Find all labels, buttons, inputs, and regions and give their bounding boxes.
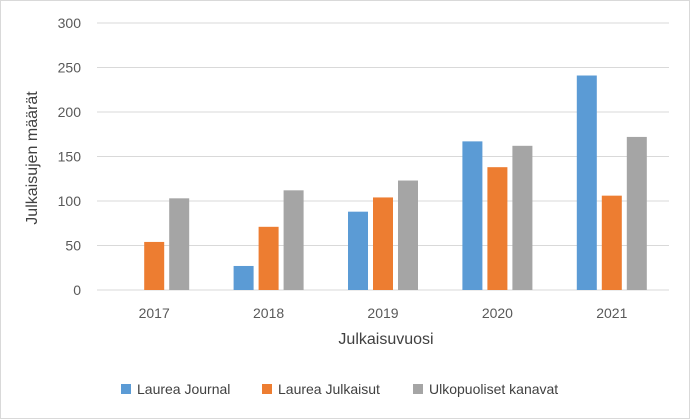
y-axis-title: Julkaisujen määrät <box>24 91 41 225</box>
x-tick-label: 2017 <box>139 305 170 321</box>
y-tick-label: 300 <box>58 15 82 31</box>
y-tick-label: 150 <box>58 149 82 165</box>
bar-ulkopuoliset-kanavat-2020 <box>512 145 533 290</box>
bar-laurea-julkaisut-2019 <box>373 197 393 290</box>
x-axis-title: Julkaisuvuosi <box>338 331 433 348</box>
bar-ulkopuoliset-kanavat-2017 <box>169 198 190 290</box>
legend-label: Laurea Journal <box>137 381 230 397</box>
y-tick-label: 100 <box>58 193 82 209</box>
x-tick-label: 2018 <box>253 305 284 321</box>
legend-swatch <box>413 384 423 394</box>
bar-laurea-journal-2019 <box>348 211 368 290</box>
bar-laurea-julkaisut-2018 <box>258 226 279 290</box>
bar-laurea-julkaisut-2020 <box>487 167 508 290</box>
y-tick-label: 200 <box>58 104 82 120</box>
bar-laurea-journal-2021 <box>576 75 597 290</box>
bar-ulkopuoliset-kanavat-2019 <box>398 180 418 290</box>
bar-ulkopuoliset-kanavat-2021 <box>626 136 647 290</box>
bar-ulkopuoliset-kanavat-2018 <box>283 190 304 290</box>
legend-label: Laurea Julkaisut <box>278 381 380 397</box>
legend-swatch <box>262 384 272 394</box>
y-tick-label: 0 <box>73 282 81 298</box>
x-tick-label: 2019 <box>367 305 398 321</box>
bar-laurea-journal-2018 <box>233 265 254 290</box>
legend: Laurea Journal Laurea Julkaisut Ulkopuolis… <box>121 381 558 397</box>
x-tick-labels: 2017 2018 2019 2020 2021 <box>139 305 628 321</box>
y-tick-label: 250 <box>58 60 82 76</box>
legend-label: Ulkopuoliset kanavat <box>429 381 558 397</box>
x-tick-label: 2020 <box>482 305 513 321</box>
bar-laurea-julkaisut-2017 <box>144 241 165 290</box>
y-tick-label: 50 <box>65 238 81 254</box>
bars <box>144 75 647 290</box>
bar-laurea-journal-2020 <box>462 141 483 290</box>
x-tick-label: 2021 <box>596 305 627 321</box>
legend-swatch <box>121 384 131 394</box>
y-tick-labels: 0 50 100 150 200 250 300 <box>58 15 82 298</box>
bar-laurea-julkaisut-2021 <box>601 195 622 290</box>
